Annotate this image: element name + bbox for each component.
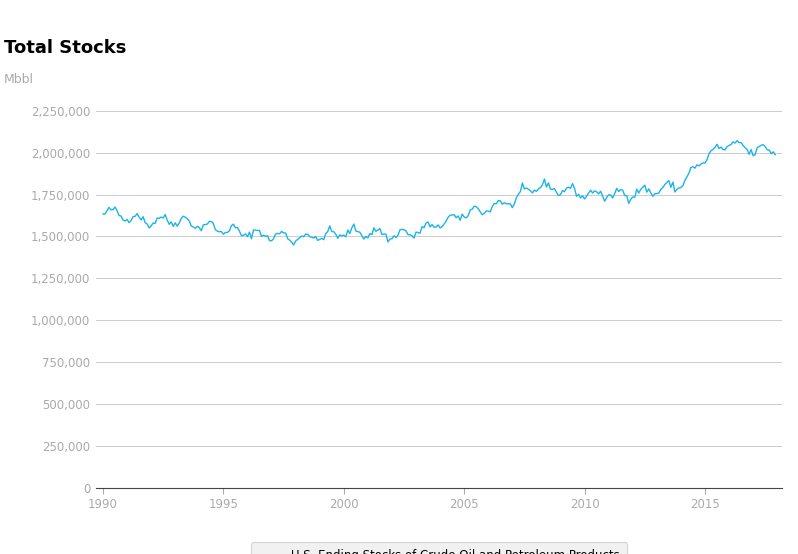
Text: Total Stocks: Total Stocks — [4, 39, 126, 57]
Text: Mbbl: Mbbl — [4, 73, 34, 86]
Legend: U.S. Ending Stocks of Crude Oil and Petroleum Products: U.S. Ending Stocks of Crude Oil and Petr… — [251, 542, 627, 554]
